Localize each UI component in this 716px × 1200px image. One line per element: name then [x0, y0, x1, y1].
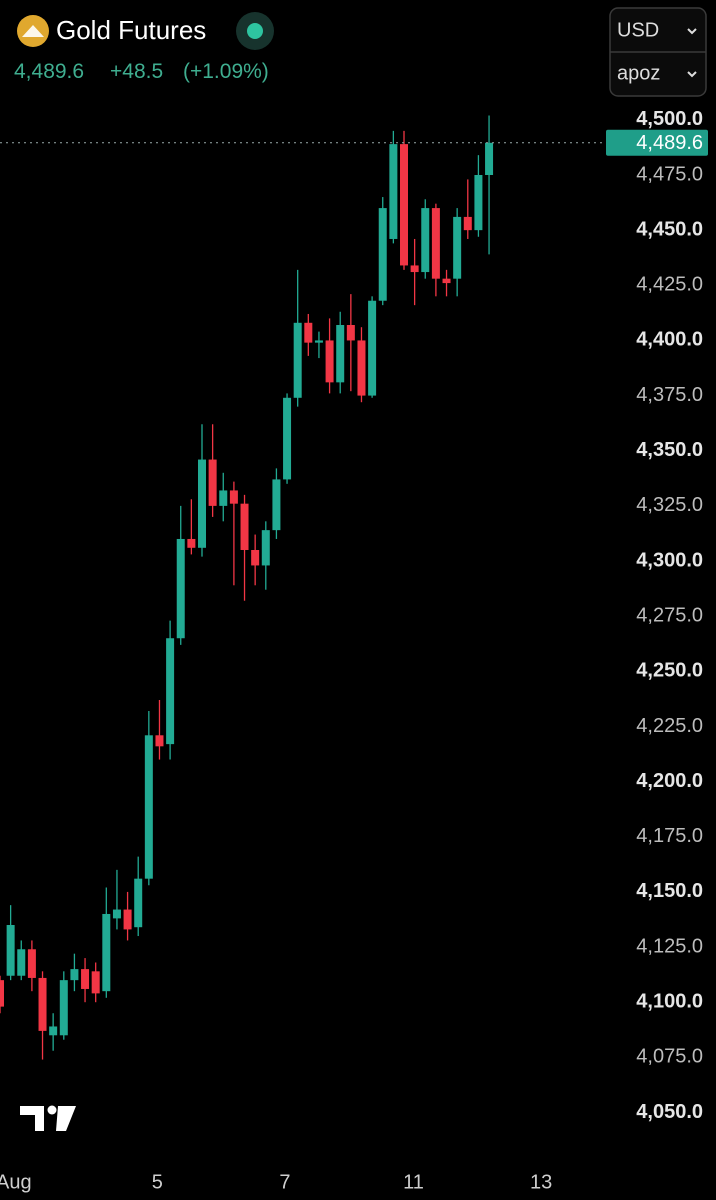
y-tick-label: 4,425.0: [636, 274, 703, 296]
chart-title: Gold Futures: [56, 15, 206, 45]
x-tick-label: Aug: [0, 1171, 32, 1193]
candle-body: [123, 909, 132, 930]
candle-body: [474, 175, 483, 231]
x-tick-label: 5: [152, 1171, 163, 1193]
candle-body: [0, 980, 4, 1007]
candle-body: [485, 142, 494, 175]
x-tick-label: 13: [530, 1171, 552, 1193]
candle-body: [431, 208, 440, 279]
currency-select[interactable]: USD: [617, 19, 659, 41]
candle-body: [453, 216, 462, 279]
candle-body: [314, 340, 323, 343]
candle-body: [187, 538, 196, 548]
candle-body: [346, 325, 355, 341]
y-tick-label: 4,325.0: [636, 494, 703, 516]
candle-body: [442, 278, 451, 284]
chevron: [687, 71, 697, 78]
market-status-dot: [247, 23, 263, 39]
price-summary: 4,489.6 +48.5 (+1.09%): [14, 60, 269, 83]
candle-body: [293, 322, 302, 398]
y-tick-label: 4,075.0: [636, 1046, 703, 1068]
y-tick-label: 4,475.0: [636, 163, 703, 185]
y-tick-label: 4,125.0: [636, 935, 703, 957]
candle-body: [240, 503, 249, 550]
candle-body: [400, 144, 408, 266]
candle-body: [336, 325, 345, 383]
candle-body: [198, 459, 206, 548]
y-tick-label: 4,225.0: [636, 715, 703, 737]
logo-part: [20, 1106, 44, 1131]
unit-select[interactable]: apoz: [617, 62, 660, 84]
candle-body: [389, 144, 398, 239]
candle-body: [410, 265, 419, 273]
y-tick-label: 4,300.0: [636, 549, 703, 571]
candle-body: [144, 735, 153, 879]
plot-area: 4,500.0 4,475.0 4,450.0 4,425.0 4,400.0 4,375…: [0, 108, 708, 1193]
candle-body: [357, 340, 366, 396]
candle-body: [155, 735, 164, 747]
logo-part: [47, 1105, 57, 1115]
candle-body: [102, 913, 111, 992]
chevron: [687, 28, 697, 35]
y-tick-label: 4,350.0: [636, 439, 703, 461]
logo-part: [56, 1106, 76, 1131]
y-tick-label: 4,500.0: [636, 108, 703, 130]
y-tick-label: 4,200.0: [636, 770, 703, 792]
candle-body: [325, 340, 334, 383]
candle-body: [112, 909, 121, 919]
y-tick-label: 4,150.0: [636, 880, 703, 902]
candle-body: [166, 638, 175, 745]
candle-body: [6, 925, 15, 976]
candle-body: [219, 490, 228, 506]
y-tick-label: 4,275.0: [636, 604, 703, 626]
y-tick-label: 4,450.0: [636, 218, 703, 240]
tradingview-logo: [20, 1105, 76, 1131]
last-price: 4,489.6: [14, 60, 84, 83]
y-tick-label: 4,400.0: [636, 329, 703, 351]
price-change: +48.5: [110, 60, 163, 83]
last-price-badge: [606, 129, 708, 156]
candle-body: [27, 949, 36, 978]
y-tick-label: 4,050.0: [636, 1101, 703, 1123]
candle-body: [261, 530, 270, 566]
y-tick-label: 4,250.0: [636, 660, 703, 682]
candle-body: [176, 538, 185, 639]
last-price-label: 4,489.6: [636, 132, 703, 154]
candle-body: [38, 977, 47, 1031]
candle-body: [251, 550, 260, 566]
candle-body: [70, 969, 79, 981]
candle-body: [304, 322, 313, 343]
price-change-pct: (+1.09%): [183, 60, 269, 83]
candle-body: [368, 300, 377, 396]
y-tick-label: 4,100.0: [636, 990, 703, 1012]
x-tick-label: 7: [279, 1171, 290, 1193]
candle-body: [463, 216, 472, 231]
symbol-logo-mark: [22, 25, 44, 37]
candle-body: [134, 878, 143, 928]
candle-body: [59, 980, 68, 1036]
candle-body: [17, 949, 26, 976]
candle-body: [421, 208, 430, 273]
x-tick-label: 11: [403, 1171, 424, 1193]
y-tick-label: 4,175.0: [636, 825, 703, 847]
candle-body: [229, 490, 238, 504]
candle-body: [272, 479, 281, 531]
candle-body: [208, 459, 217, 506]
y-tick-label: 4,375.0: [636, 384, 703, 406]
candle-body: [49, 1026, 58, 1036]
candle-body: [81, 969, 90, 989]
candle-body: [283, 397, 292, 480]
candle-body: [378, 208, 387, 301]
candle-body: [91, 971, 100, 994]
